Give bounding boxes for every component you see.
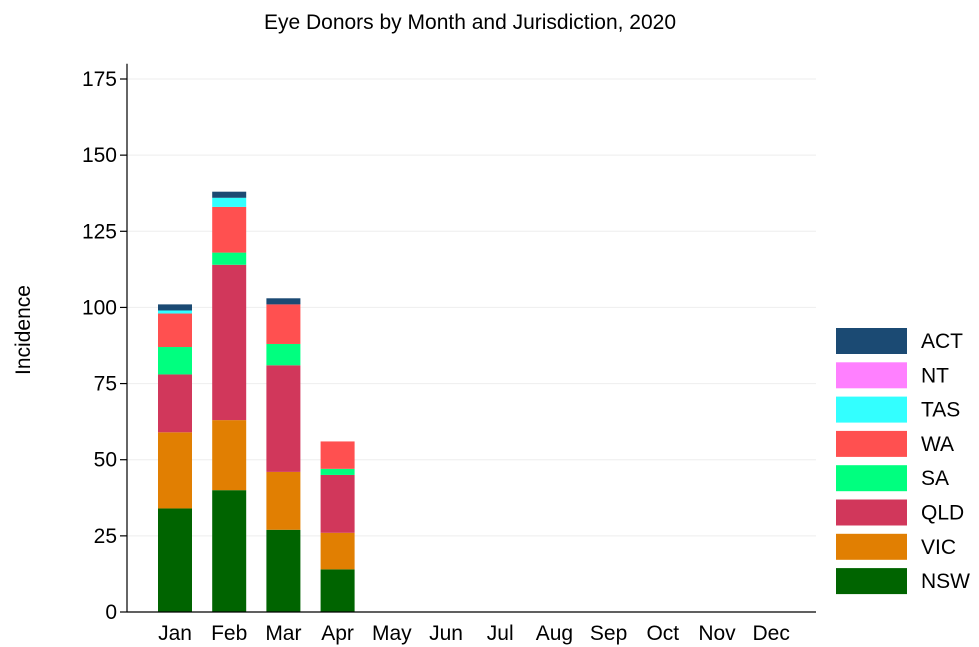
bar-nsw-feb	[212, 490, 247, 612]
x-tick-label-may: May	[372, 622, 412, 645]
bar-qld-feb	[212, 264, 247, 421]
x-tick-label-sep: Sep	[590, 622, 627, 645]
legend-swatch-vic	[836, 533, 907, 560]
bar-vic-jan	[158, 432, 192, 509]
axes-group: 0 25 50 75 100 125 150 175 Jan Feb Mar Apr May Jun Jul…	[82, 63, 816, 645]
bar-sa-apr	[320, 468, 355, 475]
legend-swatch-act	[836, 328, 907, 354]
x-tick-label-jul: Jul	[487, 622, 514, 645]
y-tick-label-100: 100	[82, 296, 117, 319]
legend-label-act: ACT	[921, 330, 963, 353]
legend-label-vic: VIC	[921, 536, 956, 559]
bar-tas-jan	[158, 310, 192, 314]
bar-sa-jan	[158, 347, 192, 375]
legend-label-sa: SA	[921, 467, 949, 490]
bar-tas-feb	[212, 197, 247, 207]
bar-qld-mar	[266, 365, 301, 472]
y-axis-label: Incidence	[12, 285, 35, 375]
legend-swatch-nsw	[836, 568, 907, 595]
legend-swatch-nt	[836, 362, 907, 389]
x-tick-label-apr: Apr	[321, 622, 354, 645]
bar-vic-feb	[212, 420, 247, 491]
y-tick-label-0: 0	[105, 601, 117, 624]
bar-sa-feb	[212, 252, 247, 265]
bar-act-jan	[158, 304, 192, 311]
bar-wa-feb	[212, 206, 247, 253]
legend-label-wa: WA	[921, 433, 954, 456]
legend-label-tas: TAS	[921, 399, 960, 422]
x-tick-label-dec: Dec	[753, 622, 790, 645]
bars-group	[158, 191, 355, 612]
x-tick-label-jan: Jan	[158, 622, 192, 645]
bar-wa-mar	[266, 304, 301, 344]
y-tick-label-25: 25	[94, 525, 117, 548]
y-tick-label-175: 175	[82, 68, 117, 91]
legend-label-nsw: NSW	[921, 570, 970, 593]
legend-swatch-sa	[836, 465, 907, 492]
legend-swatch-qld	[836, 499, 907, 526]
bar-vic-apr	[320, 532, 355, 570]
bar-nsw-mar	[266, 529, 301, 612]
chart-title: Eye Donors by Month and Jurisdiction, 20…	[264, 11, 676, 34]
bar-wa-jan	[158, 313, 192, 348]
bar-nsw-jan	[158, 508, 192, 612]
y-tick-label-50: 50	[94, 449, 117, 472]
bar-vic-mar	[266, 471, 301, 530]
bar-qld-jan	[158, 374, 192, 433]
bar-sa-mar	[266, 343, 301, 366]
x-tick-label-feb: Feb	[211, 622, 247, 645]
x-tick-label-oct: Oct	[646, 622, 679, 645]
x-tick-label-jun: Jun	[429, 622, 463, 645]
x-tick-label-aug: Aug	[536, 622, 573, 645]
y-tick-label-125: 125	[82, 220, 117, 243]
legend-label-nt: NT	[921, 364, 949, 387]
legend-swatch-wa	[836, 430, 907, 457]
bar-act-mar	[266, 298, 301, 305]
x-tick-label-mar: Mar	[265, 622, 301, 645]
bar-act-feb	[212, 191, 247, 198]
legend: ACT NT TAS WA SA QLD VIC NSW	[836, 328, 970, 595]
y-tick-label-75: 75	[94, 373, 117, 396]
bar-nsw-apr	[320, 569, 355, 612]
legend-swatch-tas	[836, 396, 907, 423]
x-tick-label-nov: Nov	[698, 622, 736, 645]
bar-wa-apr	[320, 441, 355, 469]
legend-label-qld: QLD	[921, 502, 964, 525]
y-tick-label-150: 150	[82, 144, 117, 167]
bar-qld-apr	[320, 474, 355, 533]
